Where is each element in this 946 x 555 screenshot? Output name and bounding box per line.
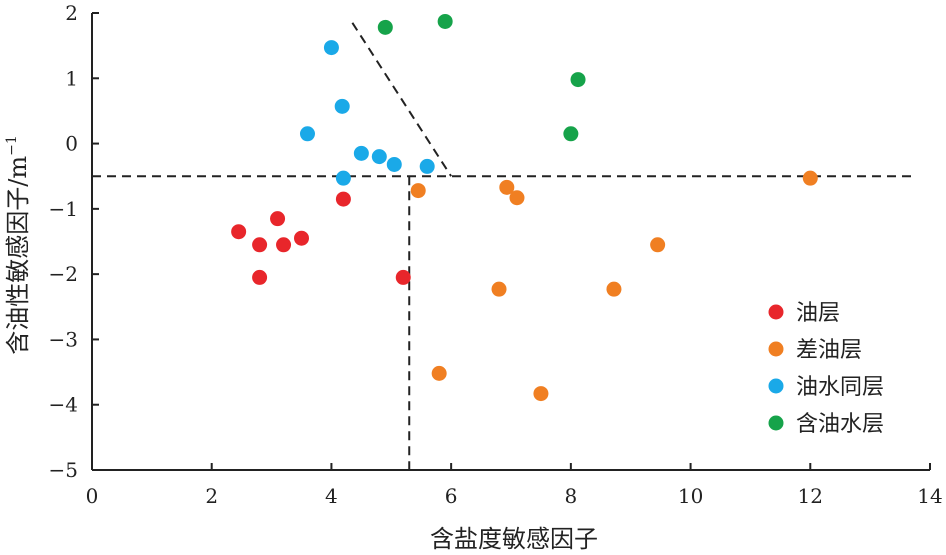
legend-marker	[768, 304, 784, 320]
legend-label: 差油层	[796, 338, 862, 363]
series-1	[231, 191, 411, 285]
data-point	[335, 191, 351, 207]
legend-label: 油水同层	[796, 375, 884, 400]
x-axis-title: 含盐度敏感因子	[430, 525, 598, 553]
data-point	[335, 170, 351, 186]
data-point	[270, 211, 286, 227]
data-point	[377, 19, 393, 35]
data-point	[431, 365, 447, 381]
axes	[91, 13, 930, 471]
series-3	[299, 40, 435, 186]
y-tick-label: 1	[65, 66, 78, 90]
legend-label: 含油水层	[796, 412, 884, 437]
series-4	[377, 13, 586, 142]
data-point	[802, 170, 818, 186]
legend-label: 油层	[796, 301, 840, 326]
reference-line	[351, 22, 452, 177]
data-point	[437, 13, 453, 29]
y-axis-title-superscript: −1	[4, 135, 20, 156]
legend-marker	[768, 415, 784, 431]
data-point	[294, 230, 309, 246]
series-2	[410, 170, 818, 402]
data-point	[252, 269, 268, 285]
x-tick-label: 10	[678, 484, 703, 508]
data-point	[419, 158, 435, 174]
data-point	[395, 269, 411, 285]
y-tick-label: −4	[49, 393, 78, 417]
data-point	[499, 179, 515, 195]
y-axis-title: 含油性敏感因子/m−1	[4, 135, 32, 354]
data-point	[491, 281, 507, 297]
x-tick-label: 4	[325, 484, 338, 508]
y-tick-label: −3	[49, 327, 78, 351]
data-point	[252, 237, 268, 253]
x-tick-label: 2	[205, 484, 218, 508]
y-axis-title-main: 含油性敏感因子/m	[4, 156, 32, 355]
x-tick-label: 8	[564, 484, 577, 508]
data-point	[323, 40, 339, 56]
data-point	[606, 281, 622, 297]
y-tick-label: −5	[49, 458, 78, 482]
reference-lines	[92, 22, 913, 470]
data-point	[386, 156, 402, 172]
data-point	[533, 386, 549, 402]
data-point	[563, 126, 579, 142]
x-axis-ticks: 0 2 4 6 8 10 12 14	[86, 463, 943, 508]
x-tick-label: 14	[917, 484, 942, 508]
data-point	[570, 72, 586, 88]
legend-marker	[768, 341, 784, 357]
data-point	[299, 126, 315, 142]
x-tick-label: 0	[86, 484, 99, 508]
y-axis-ticks: 2 1 0 −1 −2 −3 −4 −5	[49, 1, 99, 482]
legend-marker	[768, 378, 784, 394]
x-tick-label: 12	[798, 484, 823, 508]
data-point	[509, 190, 525, 206]
data-point	[276, 237, 292, 253]
x-tick-label: 6	[445, 484, 458, 508]
y-tick-label: 0	[65, 132, 78, 156]
data-points	[231, 13, 818, 402]
data-point	[334, 98, 350, 114]
data-point	[650, 237, 666, 253]
y-tick-label: −2	[49, 262, 78, 286]
data-point	[410, 183, 426, 199]
data-point	[371, 149, 387, 165]
y-tick-label: 2	[65, 1, 78, 25]
data-point	[353, 145, 369, 161]
y-tick-label: −1	[49, 197, 78, 221]
data-point	[231, 224, 247, 240]
